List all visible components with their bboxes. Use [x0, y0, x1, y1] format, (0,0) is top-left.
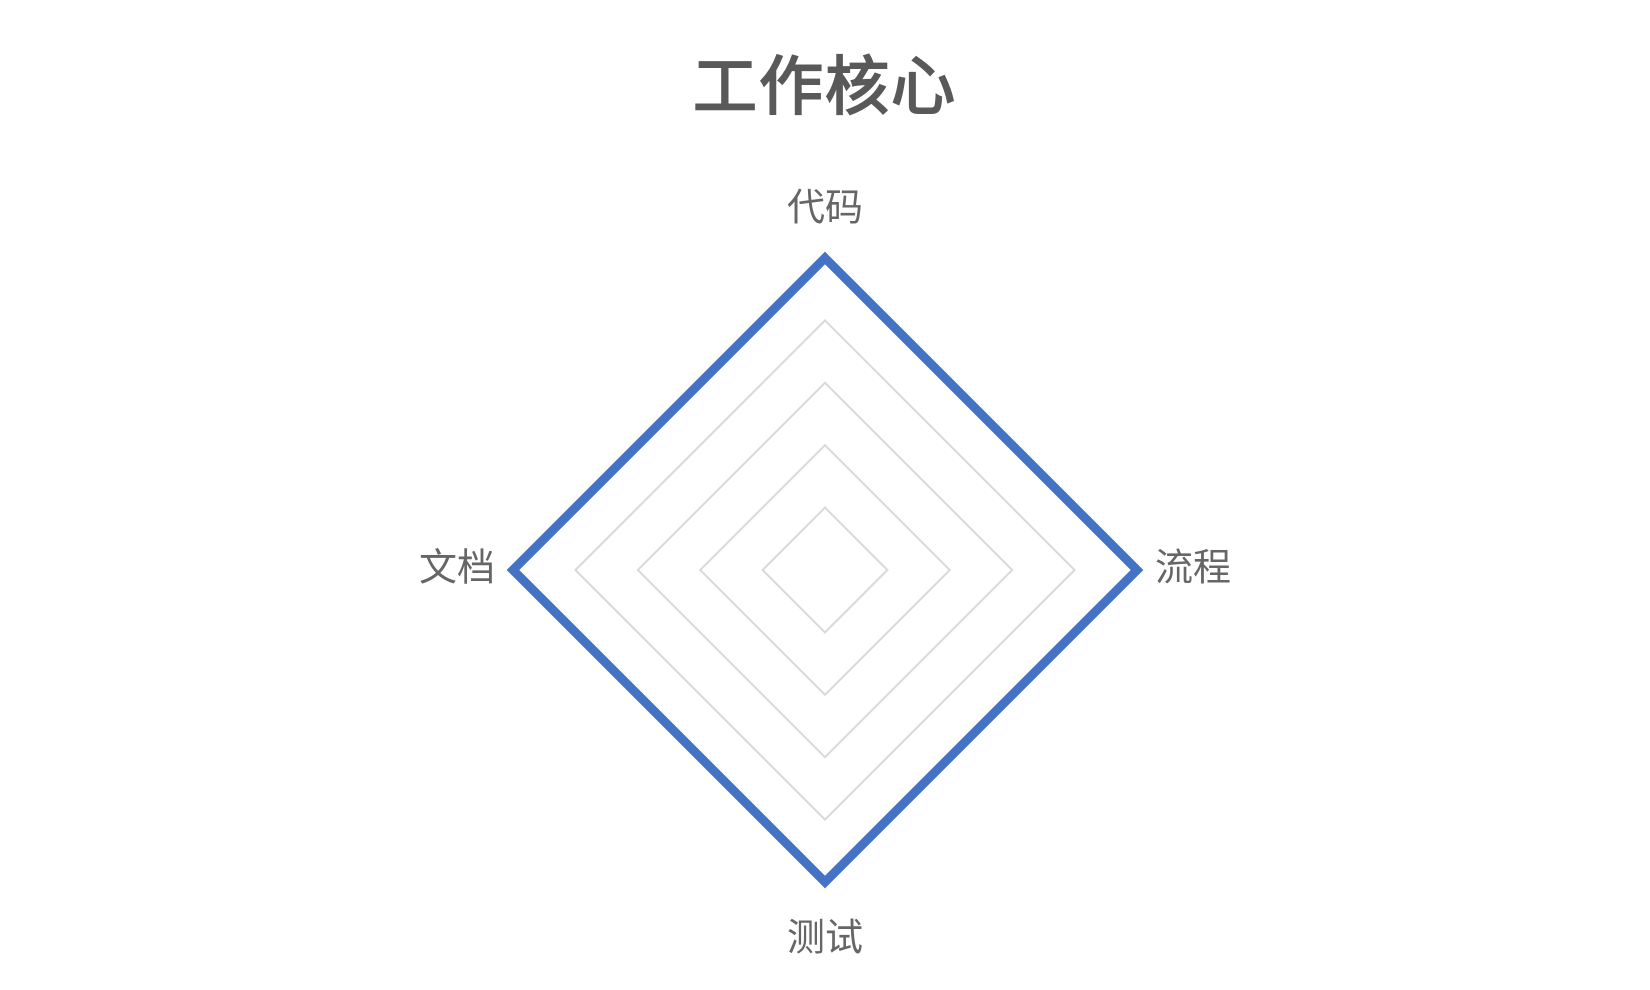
series-line-1	[506, 251, 1144, 889]
chart-title: 工作核心	[693, 51, 957, 125]
radar-series	[506, 251, 1144, 889]
grid-ring-4	[573, 318, 1077, 822]
grid-ring-3	[636, 381, 1014, 759]
axis-label-4: 文档	[419, 546, 495, 590]
axis-label-1: 代码	[787, 186, 863, 230]
axis-label-3: 测试	[787, 916, 863, 960]
grid-ring-1	[761, 506, 889, 634]
radar-grid	[511, 256, 1139, 884]
grid-ring-2	[698, 443, 952, 697]
grid-ring-5	[511, 256, 1139, 884]
axis-label-2: 流程	[1155, 546, 1231, 590]
